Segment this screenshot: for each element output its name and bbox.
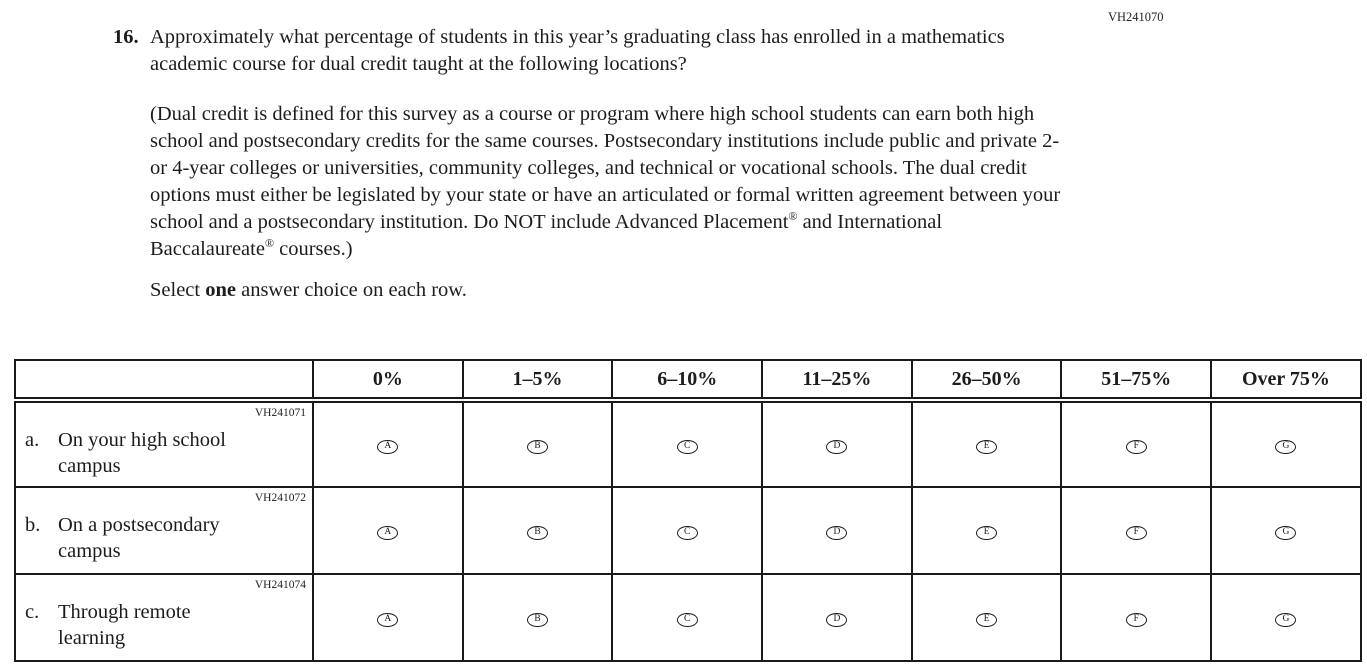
header-row: 0% 1–5% 6–10% 11–25% 26–50% 51–75% Over … xyxy=(14,359,1362,403)
answer-cell: E xyxy=(910,486,1063,575)
answer-cell: E xyxy=(910,399,1063,488)
definition-text-2: and International Baccalaureate xyxy=(150,211,943,260)
answer-cell: B xyxy=(461,486,614,575)
option-bubble-a-D[interactable]: D xyxy=(826,439,848,454)
answer-cell: A xyxy=(312,486,464,575)
option-bubble-b-E[interactable]: E xyxy=(976,525,998,540)
item-text-b: On a postsecondary campus xyxy=(58,514,220,562)
option-bubble-c-A[interactable]: A xyxy=(377,612,399,627)
table-row-c: VH241074 c. Through remote learning A B … xyxy=(14,573,1362,662)
option-bubble-b-F[interactable]: F xyxy=(1125,525,1147,540)
row-label-cell-a: VH241071 a. On your high school campus xyxy=(14,399,314,488)
table-row-a: VH241071 a. On your high school campus A… xyxy=(14,399,1362,488)
row-label-header xyxy=(14,359,314,403)
answer-cell: D xyxy=(761,573,913,662)
question-definition: (Dual credit is defined for this survey … xyxy=(150,101,1068,263)
row-label-cell-b: VH241072 b. On a postsecondary campus xyxy=(14,486,314,575)
column-header-1-5pct: 1–5% xyxy=(461,359,614,403)
row-label-a: a. On your high school campus xyxy=(25,427,308,479)
column-header-26-50pct: 26–50% xyxy=(910,359,1063,403)
answer-cell: B xyxy=(461,399,614,488)
option-bubble-a-E[interactable]: E xyxy=(976,439,998,454)
item-text-a: On your high school campus xyxy=(58,429,226,477)
definition-text-3: courses.) xyxy=(273,238,353,260)
item-letter-b: b. xyxy=(25,514,41,536)
option-bubble-a-A[interactable]: A xyxy=(377,439,399,454)
option-bubble-b-C[interactable]: C xyxy=(676,525,698,540)
option-bubble-b-D[interactable]: D xyxy=(826,525,848,540)
answer-cell: F xyxy=(1060,486,1213,575)
answer-cell: D xyxy=(761,486,913,575)
option-bubble-b-B[interactable]: B xyxy=(527,525,549,540)
option-bubble-a-F[interactable]: F xyxy=(1125,439,1147,454)
answer-cell: F xyxy=(1060,573,1213,662)
answer-cell: G xyxy=(1210,573,1362,662)
column-header-over-75pct: Over 75% xyxy=(1210,359,1362,403)
option-bubble-a-C[interactable]: C xyxy=(676,439,698,454)
item-text-c: Through remote learning xyxy=(58,601,191,649)
row-form-code-a: VH241071 xyxy=(254,407,306,419)
answer-cell: D xyxy=(761,399,913,488)
form-code: VH241070 xyxy=(1108,10,1164,24)
answer-cell: B xyxy=(461,573,614,662)
row-label-cell-c: VH241074 c. Through remote learning xyxy=(14,573,314,662)
answer-cell: G xyxy=(1210,486,1362,575)
option-bubble-c-E[interactable]: E xyxy=(976,612,998,627)
definition-text-1: (Dual credit is defined for this survey … xyxy=(150,103,1061,233)
option-bubble-c-D[interactable]: D xyxy=(826,612,848,627)
answer-cell: C xyxy=(611,486,764,575)
answer-cell: A xyxy=(312,399,464,488)
answer-cell: A xyxy=(312,573,464,662)
option-bubble-c-G[interactable]: G xyxy=(1275,612,1297,627)
table-row-b: VH241072 b. On a postsecondary campus A … xyxy=(14,486,1362,575)
option-bubble-c-F[interactable]: F xyxy=(1125,612,1147,627)
answer-table: 0% 1–5% 6–10% 11–25% 26–50% 51–75% Over … xyxy=(14,359,1362,662)
item-letter-c: c. xyxy=(25,601,40,623)
column-header-6-10pct: 6–10% xyxy=(611,359,764,403)
registered-mark-1: ® xyxy=(788,209,798,224)
column-header-51-75pct: 51–75% xyxy=(1060,359,1213,403)
row-form-code-c: VH241074 xyxy=(254,579,306,591)
column-header-11-25pct: 11–25% xyxy=(761,359,913,403)
option-bubble-b-A[interactable]: A xyxy=(377,525,399,540)
row-label-b: b. On a postsecondary campus xyxy=(25,512,308,564)
question-prompt: Approximately what percentage of student… xyxy=(150,26,1005,75)
item-letter-a: a. xyxy=(25,429,40,451)
answer-cell: G xyxy=(1210,399,1362,488)
instruction-suffix: answer choice on each row. xyxy=(235,279,467,301)
answer-cell: F xyxy=(1060,399,1213,488)
instruction-prefix: Select xyxy=(150,279,206,301)
question-16: 16. Approximately what percentage of stu… xyxy=(113,24,1088,304)
instruction-bold-word: one xyxy=(205,279,236,301)
answer-cell: E xyxy=(910,573,1063,662)
answer-cell: C xyxy=(611,399,764,488)
option-bubble-c-B[interactable]: B xyxy=(527,612,549,627)
registered-mark-2: ® xyxy=(264,236,274,251)
question-body: Approximately what percentage of student… xyxy=(150,24,1068,304)
option-bubble-a-B[interactable]: B xyxy=(527,439,549,454)
option-bubble-b-G[interactable]: G xyxy=(1275,525,1297,540)
row-label-c: c. Through remote learning xyxy=(25,599,308,651)
question-number: 16. xyxy=(113,26,139,48)
answer-cell: C xyxy=(611,573,764,662)
row-form-code-b: VH241072 xyxy=(254,492,306,504)
question-instruction: Select one answer choice on each row. xyxy=(150,277,1068,304)
option-bubble-c-C[interactable]: C xyxy=(676,612,698,627)
option-bubble-a-G[interactable]: G xyxy=(1275,439,1297,454)
column-header-0pct: 0% xyxy=(312,359,464,403)
